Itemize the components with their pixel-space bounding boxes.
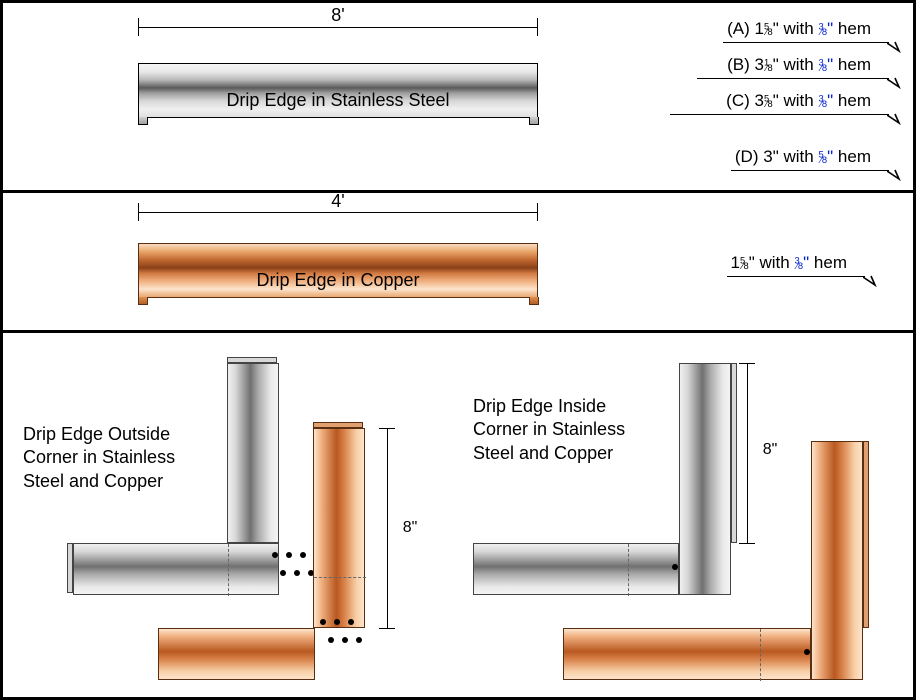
copper-bar-lip xyxy=(138,297,148,305)
spec-underline xyxy=(723,42,889,44)
spec-copper-size: 15⁄8" xyxy=(731,253,755,272)
spec-d-with: with xyxy=(783,147,813,166)
outside-corner-label: Drip Edge OutsideCorner in StainlessStee… xyxy=(23,423,203,493)
spec-b-with: with xyxy=(783,55,813,74)
spec-a-hemword: hem xyxy=(838,19,871,38)
spec-c-with: with xyxy=(783,91,813,110)
dashed-line xyxy=(760,629,761,681)
inside-corner-label: Drip Edge InsideCorner in StainlessSteel… xyxy=(473,395,653,465)
steel-length-label: 8' xyxy=(138,5,538,26)
spec-d-size: 3" xyxy=(763,147,779,166)
spec-a-hem: 3⁄8" xyxy=(818,19,833,38)
dim-line xyxy=(138,212,538,213)
spec-copper-hemword: hem xyxy=(814,253,847,272)
spec-underline xyxy=(670,114,889,116)
steel-bar-label: Drip Edge in Stainless Steel xyxy=(139,90,537,111)
hem-tip-icon xyxy=(863,273,881,287)
spec-a: (A) 15⁄8" with 3⁄8" hem xyxy=(727,19,871,39)
dim-tick xyxy=(739,543,755,544)
inside-steel-horizontal xyxy=(473,543,679,595)
spec-d-tag: (D) xyxy=(735,147,759,166)
spec-a-size: 15⁄8" xyxy=(755,19,779,38)
dim-tick xyxy=(379,628,395,629)
lip xyxy=(313,422,363,428)
spec-copper-hem: 3⁄8" xyxy=(794,253,809,272)
copper-bar-lip xyxy=(529,297,539,305)
spec-copper-with: with xyxy=(759,253,789,272)
panel-copper-drip-edge: 4' Drip Edge in Copper 15⁄8" with 3⁄8" h… xyxy=(3,193,913,333)
spec-c-hem: 3⁄8" xyxy=(818,91,833,110)
outside-copper-horizontal xyxy=(158,628,315,680)
lip xyxy=(863,441,869,628)
copper-bar-group: 4' Drip Edge in Copper xyxy=(138,243,538,298)
steel-bar-lip xyxy=(138,117,148,125)
steel-bar: Drip Edge in Stainless Steel xyxy=(138,63,538,118)
spec-d: (D) 3" with 5⁄8" hem xyxy=(735,147,871,167)
spec-c: (C) 35⁄8" with 3⁄8" hem xyxy=(726,91,871,111)
spec-c-hemword: hem xyxy=(838,91,871,110)
outside-dim-label: 8" xyxy=(397,519,423,537)
copper-bar: Drip Edge in Copper xyxy=(138,243,538,298)
lip xyxy=(67,543,73,593)
diagram-page: 8' Drip Edge in Stainless Steel (A) 15⁄8… xyxy=(0,0,916,700)
spec-b-size: 31⁄8" xyxy=(755,55,779,74)
dashed-line xyxy=(314,577,366,578)
hem-tip-icon xyxy=(887,167,905,181)
spec-underline xyxy=(727,276,865,278)
panel-corners: Drip Edge OutsideCorner in StainlessStee… xyxy=(3,333,913,697)
copper-bar-label: Drip Edge in Copper xyxy=(139,270,537,291)
steel-bar-group: 8' Drip Edge in Stainless Steel xyxy=(138,63,538,118)
inside-copper-horizontal xyxy=(563,628,811,680)
inside-steel-vertical xyxy=(679,363,731,595)
spec-b-hem: 3⁄8" xyxy=(818,55,833,74)
spec-c-size: 35⁄8" xyxy=(755,91,779,110)
inside-copper-vertical xyxy=(811,441,863,680)
dim-line xyxy=(747,363,748,543)
dim-line xyxy=(387,428,388,628)
lip xyxy=(731,363,737,543)
spec-d-hemword: hem xyxy=(838,147,871,166)
copper-length-label: 4' xyxy=(138,191,538,212)
hem-tip-icon xyxy=(887,39,905,53)
hem-tip-icon xyxy=(887,111,905,125)
dim-line xyxy=(138,27,538,28)
spec-underline xyxy=(697,78,889,80)
spec-b: (B) 31⁄8" with 3⁄8" hem xyxy=(727,55,871,75)
outside-steel-horizontal xyxy=(73,543,279,595)
spec-c-tag: (C) xyxy=(726,91,750,110)
spec-b-hemword: hem xyxy=(838,55,871,74)
panel-steel-drip-edge: 8' Drip Edge in Stainless Steel (A) 15⁄8… xyxy=(3,3,913,193)
hem-tip-icon xyxy=(887,75,905,89)
spec-d-hem: 5⁄8" xyxy=(818,147,833,166)
outside-steel-vertical xyxy=(227,363,279,543)
lip xyxy=(227,357,277,363)
dashed-line xyxy=(228,544,229,596)
dashed-line xyxy=(628,544,629,596)
steel-bar-lip xyxy=(529,117,539,125)
spec-copper: 15⁄8" with 3⁄8" hem xyxy=(731,253,847,273)
inside-dim-label: 8" xyxy=(757,441,783,459)
spec-b-tag: (B) xyxy=(727,55,750,74)
spec-a-with: with xyxy=(783,19,813,38)
outside-copper-vertical xyxy=(313,428,365,628)
spec-underline xyxy=(731,170,889,172)
spec-a-tag: (A) xyxy=(727,19,750,38)
